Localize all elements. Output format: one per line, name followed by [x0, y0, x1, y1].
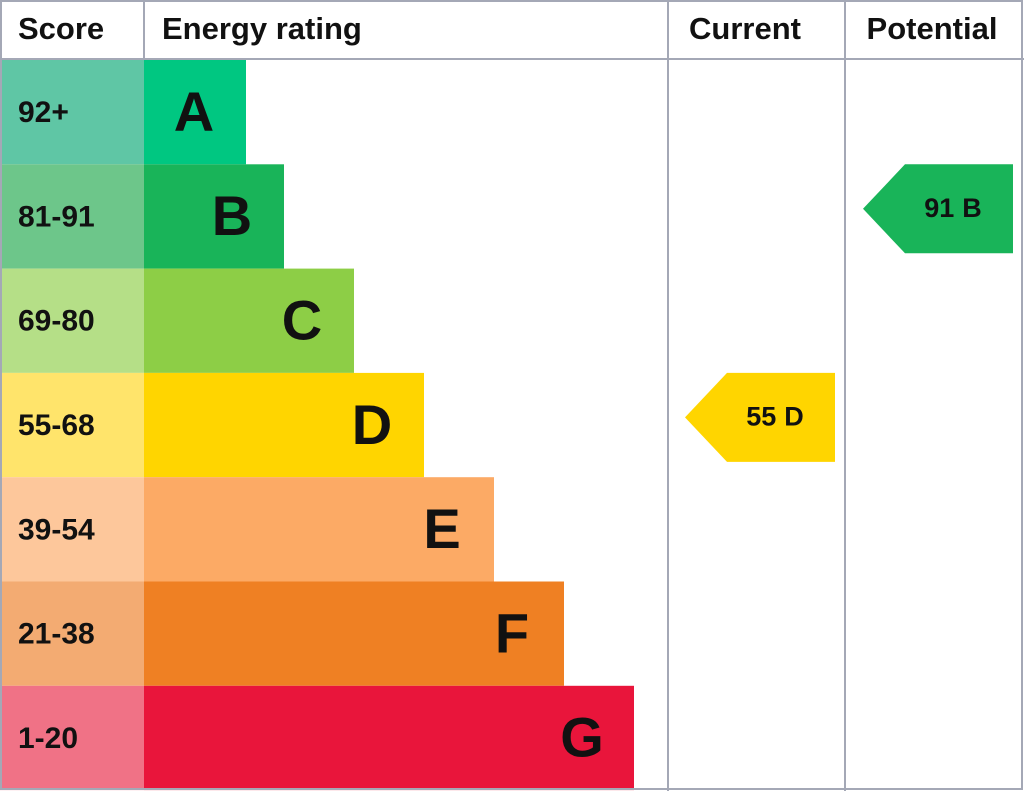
rating-bar — [144, 581, 564, 686]
rating-letter: B — [212, 184, 252, 247]
current-value: 55 — [746, 402, 776, 432]
current-rating: D — [784, 402, 804, 432]
rating-letter: F — [495, 601, 529, 664]
header-current: Current — [689, 11, 801, 46]
score-cell — [0, 477, 144, 582]
score-range: 39-54 — [18, 513, 95, 546]
rating-bar — [144, 372, 424, 478]
header-energy-rating: Energy rating — [162, 11, 362, 46]
score-range: 21-38 — [18, 618, 95, 651]
score-cell — [0, 685, 144, 791]
rating-letter: C — [282, 289, 322, 352]
rows: 92+ A 81-91 B 69-80 C 55-68 D 39-54 E 21-38 F 1-20 G 5… — [0, 60, 1013, 791]
rating-bar — [144, 164, 284, 269]
score-cell — [0, 60, 144, 165]
score-range: 69-80 — [18, 305, 95, 338]
potential-arrow — [863, 164, 1013, 254]
rating-letter: D — [352, 393, 392, 456]
current-label: 55 D — [746, 402, 804, 432]
potential-value: 91 — [924, 193, 954, 223]
potential-label: 91 B — [924, 193, 982, 223]
score-range: 1-20 — [18, 722, 78, 755]
score-range: 55-68 — [18, 409, 95, 442]
rating-bar — [144, 60, 246, 165]
score-range: 81-91 — [18, 200, 95, 233]
score-cell — [0, 164, 144, 269]
score-cell — [0, 581, 144, 686]
score-cell — [0, 372, 144, 478]
rating-bar — [144, 685, 634, 791]
rating-bar — [144, 268, 354, 373]
potential-rating: B — [962, 193, 982, 223]
rating-letter: A — [174, 80, 214, 143]
score-range: 92+ — [18, 96, 69, 129]
rating-letter: E — [423, 497, 460, 560]
header-potential: Potential — [867, 11, 998, 46]
score-cell — [0, 268, 144, 373]
rating-bar — [144, 477, 494, 582]
header-score: Score — [18, 11, 104, 46]
rating-letter: G — [560, 706, 604, 769]
current-arrow — [685, 372, 835, 462]
